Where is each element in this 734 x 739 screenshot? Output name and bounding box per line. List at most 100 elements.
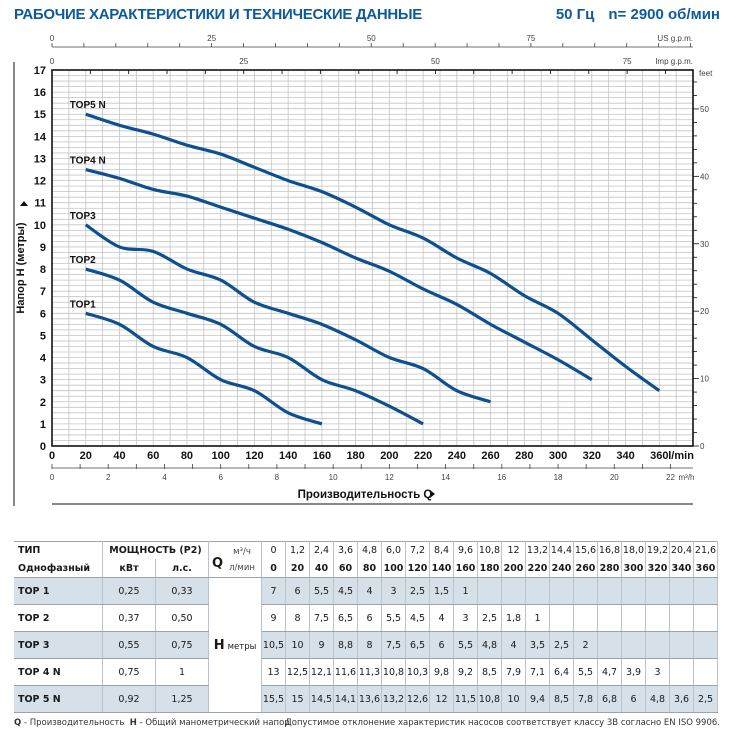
q-lmin-cell: 120 xyxy=(405,559,430,578)
m3h-tick-label: 22 xyxy=(666,473,675,482)
head-cell: 15,5 xyxy=(261,685,286,713)
x-unit-label: l/min xyxy=(668,450,694,462)
q-m3h-cell: 9,6 xyxy=(453,541,478,559)
head-cell: 11,5 xyxy=(453,685,478,713)
head-cell: 4,5 xyxy=(405,604,430,632)
head-cell: 3 xyxy=(381,577,406,605)
y-tick-label: 14 xyxy=(34,131,47,143)
series-label: TOP4 N xyxy=(70,156,106,167)
head-cell: 4,7 xyxy=(597,658,622,686)
head-cell: 6,5 xyxy=(333,604,358,632)
q-m3h-cell: 10,8 xyxy=(477,541,502,559)
m3h-unit: m³/h xyxy=(679,473,695,482)
head-cell: 1 xyxy=(453,577,478,605)
x-axis-arrow-icon xyxy=(430,490,435,498)
row-type: TOP 1 xyxy=(14,577,103,605)
q-lmin-cell: 160 xyxy=(453,559,478,578)
us-gpm-tick-label: 25 xyxy=(207,34,216,43)
y-tick-label: 6 xyxy=(40,308,46,320)
q-lmin-cell: 200 xyxy=(501,559,526,578)
head-cell: 6 xyxy=(621,685,646,713)
head-cell xyxy=(693,604,718,632)
q-desc: - Производительность xyxy=(21,718,125,728)
head-cell: 8 xyxy=(285,604,310,632)
h-desc: - Общий манометрический напор xyxy=(136,718,290,728)
q-lmin-cell: 0 xyxy=(261,559,286,578)
head-cell: 9,4 xyxy=(525,685,550,713)
head-cell: 10 xyxy=(501,685,526,713)
q-lmin-cell: 360 xyxy=(693,559,718,578)
q-m3h-cell: 16,8 xyxy=(597,541,622,559)
series-label: TOP5 N xyxy=(70,100,106,111)
head-cell: 4 xyxy=(357,577,382,605)
head-cell xyxy=(621,577,646,605)
head-cell xyxy=(693,577,718,605)
us-gpm-tick-label: 50 xyxy=(367,34,376,43)
m3h-tick-label: 10 xyxy=(329,473,338,482)
m3h-tick-label: 0 xyxy=(50,473,55,482)
series-label: TOP3 xyxy=(70,211,96,222)
q-m3h-cell: 21,6 xyxy=(693,541,718,559)
head-cell: 7,1 xyxy=(525,658,550,686)
head-cell xyxy=(621,631,646,659)
q-m3h-cell: 18,0 xyxy=(621,541,646,559)
q-m3h-cell: 2,4 xyxy=(309,541,334,559)
head-cell xyxy=(597,577,622,605)
feet-tick-label: 10 xyxy=(700,375,709,384)
feet-tick-label: 20 xyxy=(700,307,709,316)
y-tick-label: 4 xyxy=(40,353,47,365)
q-m3h-cell: 0 xyxy=(261,541,286,559)
row-kw: 0,75 xyxy=(102,658,156,686)
head-cell: 5,5 xyxy=(573,658,598,686)
head-cell: 11,3 xyxy=(357,658,382,686)
frequency-info: 50 Гц n= 2900 об/мин xyxy=(542,6,720,23)
x-tick-label: 40 xyxy=(113,450,125,462)
q-lmin-cell: 80 xyxy=(357,559,382,578)
row-hp: 1 xyxy=(155,658,209,686)
table-row: TOP 1 0,25 0,33 H метры 7 6 5,5 4,5 4 3 2,5 1,5 1 xyxy=(14,577,718,713)
unit-lmin: л/мин xyxy=(229,562,255,573)
q-m3h-cell: 15,6 xyxy=(573,541,598,559)
row-hp: 0,33 xyxy=(155,577,209,605)
head-cell: 13 xyxy=(261,658,286,686)
unit-m3h: м³/ч xyxy=(233,546,251,557)
y-tick-label: 16 xyxy=(34,87,46,99)
y-tick-label: 8 xyxy=(40,264,46,276)
x-tick-label: 260 xyxy=(481,450,499,462)
head-cell: 6 xyxy=(429,631,454,659)
row-kw: 0,55 xyxy=(102,631,156,659)
y-tick-label: 3 xyxy=(40,375,46,387)
q-m3h-cell: 19,2 xyxy=(645,541,670,559)
q-lmin-cell: 100 xyxy=(381,559,406,578)
q-lmin-cell: 140 xyxy=(429,559,454,578)
x-tick-label: 0 xyxy=(49,450,55,462)
head-cell: 3,9 xyxy=(621,658,646,686)
y-tick-label: 10 xyxy=(34,220,46,232)
x-tick-label: 240 xyxy=(448,450,466,462)
q-lmin-cell: 60 xyxy=(333,559,358,578)
header-kw: кВт xyxy=(102,559,156,578)
feet-tick-label: 0 xyxy=(700,442,705,451)
q-m3h-cell: 1,2 xyxy=(285,541,310,559)
head-cell xyxy=(645,577,670,605)
head-cell xyxy=(597,604,622,632)
q-m3h-cell: 6,0 xyxy=(381,541,406,559)
head-cell: 6,5 xyxy=(405,631,430,659)
head-cell xyxy=(525,577,550,605)
head-cell: 10,8 xyxy=(477,685,502,713)
head-cell xyxy=(669,604,694,632)
head-cell: 7 xyxy=(261,577,286,605)
q-lmin-cell: 220 xyxy=(525,559,550,578)
y-tick-label: 9 xyxy=(40,242,46,254)
head-cell: 10 xyxy=(285,631,310,659)
y-tick-label: 15 xyxy=(34,109,46,121)
head-cell: 12,6 xyxy=(405,685,430,713)
imp-gpm-tick-label: 0 xyxy=(50,57,55,66)
q-m3h-cell: 3,6 xyxy=(333,541,358,559)
q-lmin-cell: 180 xyxy=(477,559,502,578)
head-cell: 2 xyxy=(573,631,598,659)
chart-axes xyxy=(13,43,699,506)
curve-top2 xyxy=(85,267,424,426)
y-axis-title: Напор H (метры) xyxy=(15,222,27,313)
